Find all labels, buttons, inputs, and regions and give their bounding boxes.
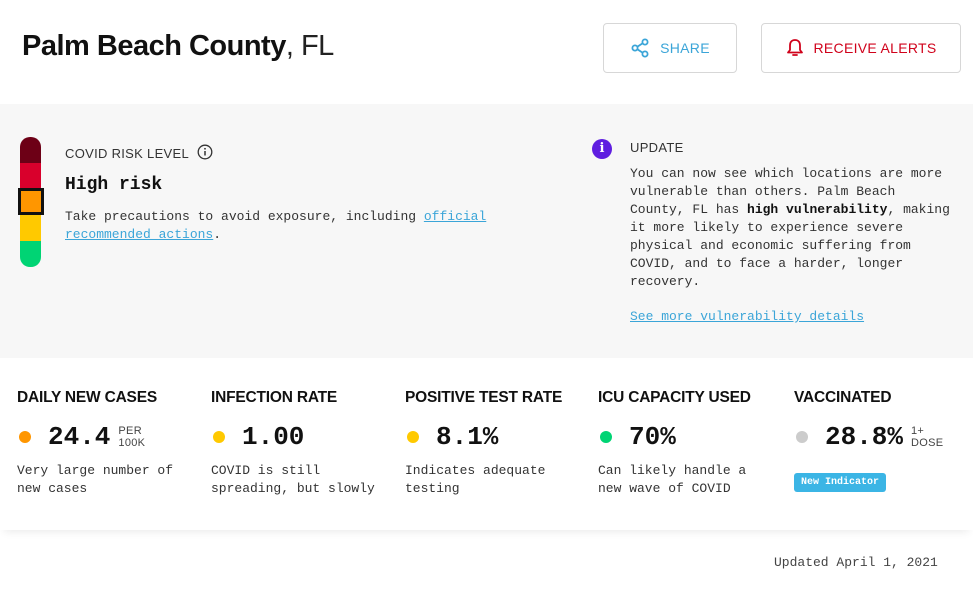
share-button[interactable]: SHARE <box>603 23 737 73</box>
metric-unit-line-2: 100K <box>118 437 146 449</box>
metric-value: 28.8% <box>825 422 904 452</box>
metric-unit-line-1: PER <box>118 425 142 437</box>
risk-desc-suffix: . <box>213 227 222 242</box>
metric-value-row: 28.8% 1+ DOSE <box>794 422 943 452</box>
metric-description: COVID is still spreading, but slowly <box>211 463 375 496</box>
status-dot-icon <box>213 431 225 443</box>
metric-value: 70% <box>629 422 676 452</box>
risk-desc-prefix: Take precautions to avoid exposure, incl… <box>65 209 424 224</box>
update-label: UPDATE <box>630 140 684 155</box>
metric-title: POSITIVE TEST RATE <box>405 389 563 406</box>
update-info-icon: i <box>592 139 612 159</box>
status-dot-icon <box>796 431 808 443</box>
bell-icon <box>786 38 804 58</box>
update-text-part-1: You can now see which locations are more… <box>630 166 943 217</box>
share-icon <box>630 38 650 58</box>
metric-value: 24.4 <box>48 422 111 452</box>
risk-panel: COVID RISK LEVEL High risk Take precauti… <box>0 104 973 358</box>
receive-alerts-button[interactable]: RECEIVE ALERTS <box>761 23 961 73</box>
metric-title: INFECTION RATE <box>211 389 338 406</box>
metric-value-row: 1.00 <box>211 422 304 452</box>
metric-value-row: 24.4 PER 100K <box>17 422 145 452</box>
page-header: Palm Beach County, FL SHARE RECEIVE ALER… <box>0 0 973 104</box>
metrics-row: DAILY NEW CASES 24.4 PER 100K Very large … <box>0 358 973 530</box>
risk-meter-segment <box>20 241 41 267</box>
metric-value: 8.1% <box>436 422 499 452</box>
receive-alerts-label: RECEIVE ALERTS <box>813 40 937 56</box>
risk-meter-marker <box>18 188 44 215</box>
metric-title: DAILY NEW CASES <box>17 389 157 406</box>
risk-level-label: COVID RISK LEVEL <box>65 146 190 161</box>
update-text-part-2: , making it more likely to experience se… <box>630 202 950 289</box>
page-title: Palm Beach County, FL <box>22 30 334 63</box>
county-name: Palm Beach County <box>22 30 286 62</box>
risk-level-value: High risk <box>65 175 163 195</box>
status-dot-icon <box>19 431 31 443</box>
metric-value-row: 70% <box>598 422 676 452</box>
last-updated-text: Updated April 1, 2021 <box>774 555 938 570</box>
metric-unit: PER 100K <box>118 425 145 449</box>
risk-meter-segment <box>20 215 41 241</box>
metric-title: ICU CAPACITY USED <box>598 389 751 406</box>
risk-level-heading: COVID RISK LEVEL <box>65 144 213 163</box>
metric-description: Very large number of new cases <box>17 463 174 496</box>
metric-description: Can likely handle a new wave of COVID <box>598 463 747 496</box>
info-icon[interactable] <box>197 144 213 163</box>
new-indicator-badge: New Indicator <box>794 473 887 492</box>
metric-description: Indicates adequate testing <box>405 463 546 496</box>
metric-unit-line-1: 1+ <box>911 425 925 437</box>
update-text: You can now see which locations are more… <box>630 165 950 291</box>
official-recommended-actions-link[interactable]: official recommended actions <box>65 209 487 242</box>
metric-value-row: 8.1% <box>405 422 498 452</box>
risk-meter-segment <box>20 163 41 189</box>
status-dot-icon <box>600 431 612 443</box>
share-button-label: SHARE <box>660 40 710 56</box>
risk-description: Take precautions to avoid exposure, incl… <box>65 208 535 244</box>
metric-title: VACCINATED <box>794 389 892 406</box>
metric-value: 1.00 <box>242 422 305 452</box>
risk-meter-segment <box>20 137 41 163</box>
status-dot-icon <box>407 431 419 443</box>
metric-unit-line-2: DOSE <box>911 437 944 449</box>
metric-unit: 1+ DOSE <box>911 425 943 449</box>
state-name: , FL <box>285 30 334 62</box>
update-text-bold: high vulnerability <box>747 202 888 217</box>
vulnerability-details-link[interactable]: See more vulnerability details <box>630 309 865 324</box>
